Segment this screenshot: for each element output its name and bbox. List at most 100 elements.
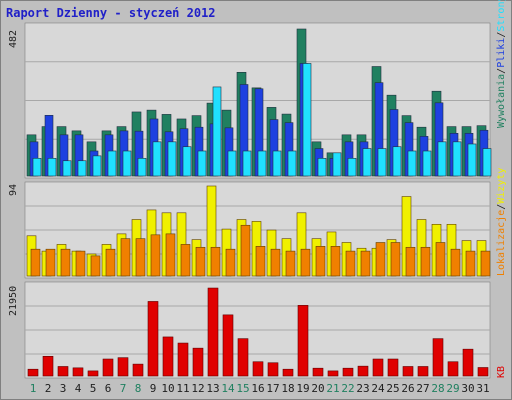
x-tick-label: 31 <box>476 382 490 395</box>
bar-lokalizacje-day-15 <box>240 224 251 277</box>
x-tick-label: 26 <box>401 382 415 395</box>
bar-lokalizacje-day-21 <box>330 246 341 277</box>
bar-strony-day-25 <box>392 146 402 177</box>
x-tick-label: 21 <box>326 382 340 395</box>
bar-kb-day-3 <box>57 366 69 377</box>
bar-strony-day-15 <box>242 150 252 177</box>
x-tick-label: 8 <box>134 382 142 395</box>
bar-strony-day-29 <box>452 141 462 177</box>
x-tick-label: 24 <box>371 382 385 395</box>
bar-lokalizacje-day-14 <box>225 248 236 277</box>
legend-entry: Wywołania <box>496 73 507 128</box>
bar-kb-day-9 <box>147 301 159 377</box>
bar-strony-day-14 <box>227 150 237 177</box>
legend-panel-1: Wywołania/Pliki/Strony <box>496 0 507 128</box>
bar-strony-day-4 <box>77 160 87 177</box>
bar-lokalizacje-day-7 <box>120 238 131 277</box>
x-tick-label: 15 <box>236 382 250 395</box>
legend-entry: Pliki <box>496 37 507 68</box>
bar-strony-day-26 <box>407 150 417 177</box>
bar-kb-day-25 <box>387 358 399 377</box>
bar-strony-day-17 <box>272 150 282 177</box>
bar-strony-day-3 <box>62 160 72 177</box>
bar-lokalizacje-day-9 <box>150 234 161 277</box>
bar-kb-day-29 <box>447 361 459 377</box>
bar-kb-day-24 <box>372 358 384 377</box>
x-tick-label: 28 <box>431 382 445 395</box>
bar-kb-day-31 <box>477 367 489 377</box>
bar-strony-day-20 <box>317 158 327 177</box>
bar-lokalizacje-day-23 <box>360 250 371 277</box>
bar-strony-day-30 <box>467 143 477 177</box>
bar-kb-day-22 <box>342 367 354 377</box>
bar-lokalizacje-day-5 <box>90 255 101 277</box>
x-tick-label: 22 <box>341 382 355 395</box>
bar-kb-day-13 <box>207 287 219 377</box>
x-tick-label: 23 <box>356 382 370 395</box>
chart-panels <box>24 22 492 379</box>
legend-entry: Lokalizacje <box>496 209 507 276</box>
bar-kb-day-27 <box>417 366 429 377</box>
bar-lokalizacje-day-27 <box>420 246 431 277</box>
x-tick-label: 17 <box>266 382 280 395</box>
bar-lokalizacje-day-2 <box>45 248 56 277</box>
bar-lokalizacje-day-26 <box>405 246 416 277</box>
bar-lokalizacje-day-31 <box>480 250 491 277</box>
bar-lokalizacje-day-24 <box>375 242 386 277</box>
bar-kb-day-17 <box>267 362 279 377</box>
bar-kb-day-19 <box>297 305 309 377</box>
bar-strony-day-23 <box>362 148 372 177</box>
legend-entry: / <box>496 31 507 38</box>
bar-kb-day-28 <box>432 338 444 377</box>
bar-strony-day-27 <box>422 150 432 177</box>
x-tick-label: 5 <box>89 382 97 395</box>
bar-lokalizacje-day-8 <box>135 238 146 277</box>
bar-kb-day-5 <box>87 370 99 377</box>
bar-strony-day-19 <box>302 63 312 177</box>
bar-lokalizacje-day-29 <box>450 248 461 277</box>
x-tick-label: 2 <box>44 382 52 395</box>
bar-kb-day-11 <box>177 342 189 377</box>
bar-strony-day-13 <box>212 86 222 177</box>
x-tick-label: 9 <box>149 382 157 395</box>
bar-lokalizacje-day-16 <box>255 246 266 277</box>
bar-kb-day-7 <box>117 357 129 377</box>
legend-panel-2: Lokalizacje/Wizyty <box>496 168 507 276</box>
y-max-label: 21950 <box>8 285 19 316</box>
x-tick-label: 19 <box>296 382 310 395</box>
x-tick-label: 27 <box>416 382 430 395</box>
bar-kb-day-14 <box>222 314 234 377</box>
bar-kb-day-20 <box>312 367 324 377</box>
bar-strony-day-8 <box>137 158 147 177</box>
legend-entry: Wizyty <box>496 167 507 204</box>
bar-kb-day-6 <box>102 358 114 377</box>
bar-kb-day-4 <box>72 367 84 377</box>
bar-strony-day-1 <box>32 158 42 177</box>
bar-kb-day-18 <box>282 368 294 377</box>
bar-kb-day-12 <box>192 347 204 377</box>
bar-strony-day-21 <box>332 152 342 177</box>
y-max-label: 482 <box>8 29 19 48</box>
x-tick-label: 16 <box>251 382 265 395</box>
x-tick-label: 25 <box>386 382 400 395</box>
x-tick-label: 10 <box>161 382 175 395</box>
bar-lokalizacje-day-28 <box>435 242 446 277</box>
x-tick-label: 20 <box>311 382 325 395</box>
bar-strony-day-28 <box>437 141 447 177</box>
bar-lokalizacje-day-30 <box>465 250 476 277</box>
bar-lokalizacje-day-3 <box>60 248 71 277</box>
bar-lokalizacje-day-1 <box>30 248 41 277</box>
bar-strony-day-12 <box>197 150 207 177</box>
bar-kb-day-26 <box>402 366 414 377</box>
bar-kb-day-16 <box>252 361 264 377</box>
bar-strony-day-6 <box>107 150 117 177</box>
x-tick-label: 1 <box>29 382 37 395</box>
bar-strony-day-31 <box>482 148 492 177</box>
x-tick-label: 6 <box>104 382 112 395</box>
x-tick-label: 14 <box>221 382 235 395</box>
y-max-label: 94 <box>8 183 19 196</box>
x-tick-label: 29 <box>446 382 460 395</box>
x-tick-label: 18 <box>281 382 295 395</box>
